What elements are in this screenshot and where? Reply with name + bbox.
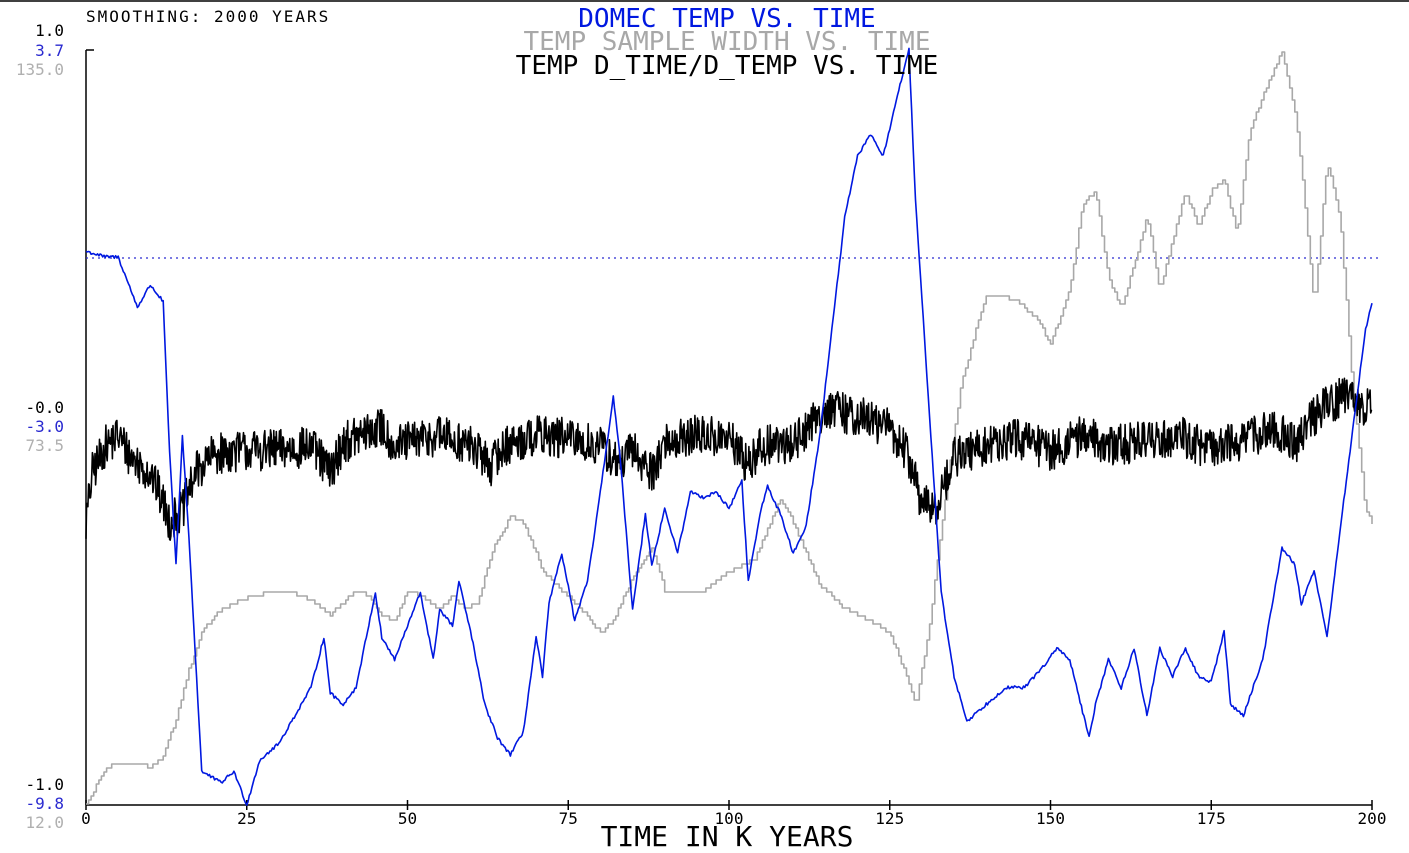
- smoothing-label: SMOOTHING: 2000 YEARS: [86, 7, 330, 26]
- series-d-time-d-temp-line: [85, 377, 1373, 541]
- y-label-blue-mid: -3.0: [25, 417, 64, 436]
- plot-area: [85, 47, 1373, 806]
- y-label-blue-top: 3.7: [35, 41, 64, 60]
- x-tick-label: 0: [81, 809, 91, 828]
- x-axis-ticks: 0 25 50 75 100 125 150 175 200: [81, 800, 1386, 828]
- x-tick-label: 125: [875, 809, 904, 828]
- x-axis-title: TIME IN K YEARS: [601, 820, 854, 853]
- y-label-gray-mid: 73.5: [25, 436, 64, 455]
- y-label-gray-bottom: 12.0: [25, 813, 64, 832]
- x-tick-label: 175: [1197, 809, 1226, 828]
- series-temp-sample-width-line: [86, 51, 1373, 805]
- series-domec-temp-line: [85, 47, 1373, 806]
- y-label-black-top: 1.0: [35, 21, 64, 40]
- title-domec-temp: DOMEC TEMP VS. TIME: [578, 4, 875, 34]
- x-tick-label: 200: [1358, 809, 1387, 828]
- y-label-black-mid: -0.0: [25, 398, 64, 417]
- y-label-gray-top: 135.0: [16, 60, 64, 79]
- x-tick-label: 50: [398, 809, 417, 828]
- title-sample-width: TEMP SAMPLE WIDTH VS. TIME: [524, 27, 931, 57]
- x-tick-label: 100: [715, 809, 744, 828]
- y-label-black-bottom: -1.0: [25, 775, 64, 794]
- title-d-time-d-temp: TEMP D_TIME/D_TEMP VS. TIME: [516, 51, 939, 81]
- x-tick-label: 150: [1036, 809, 1065, 828]
- y-label-blue-bottom: -9.8: [25, 794, 64, 813]
- x-tick-label: 25: [237, 809, 256, 828]
- x-tick-label: 75: [559, 809, 578, 828]
